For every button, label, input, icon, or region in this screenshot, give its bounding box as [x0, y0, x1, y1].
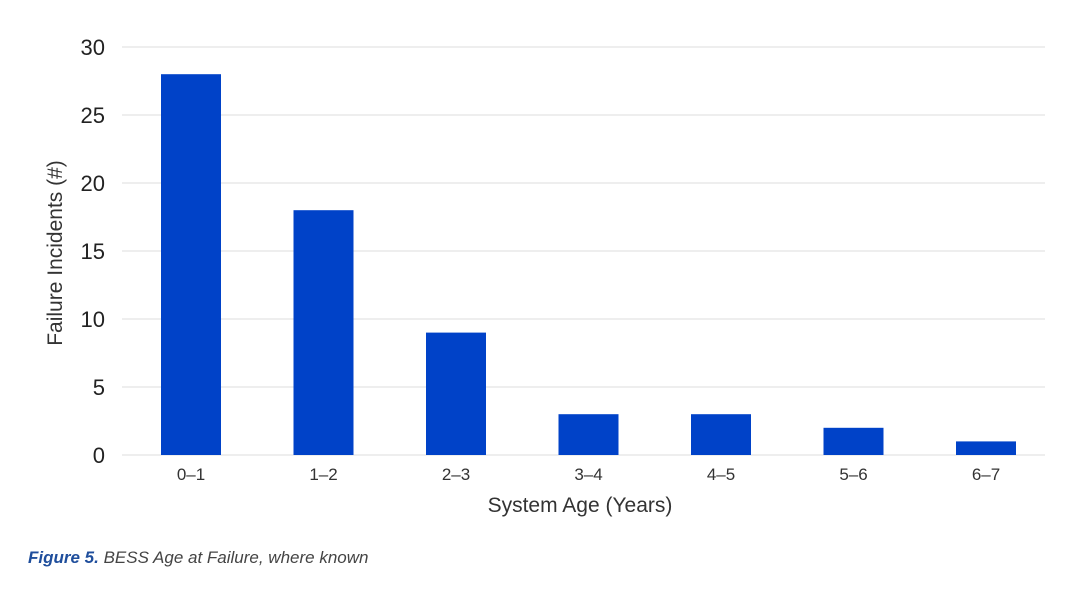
x-axis-ticks: 0–1 1–2 2–3 3–4 4–5 5–6 6–7 — [177, 465, 1000, 484]
y-tick-label: 0 — [93, 443, 105, 468]
figure-caption: Figure 5. BESS Age at Failure, where kno… — [28, 548, 368, 568]
bar — [558, 414, 619, 455]
gridlines — [122, 46, 1045, 456]
x-tick-label: 0–1 — [177, 465, 205, 484]
y-axis-ticks: 0 5 10 15 20 25 30 — [81, 35, 105, 468]
bar — [161, 74, 221, 455]
y-tick-label: 25 — [81, 103, 105, 128]
bar — [293, 210, 354, 455]
bar — [691, 414, 751, 455]
x-tick-label: 6–7 — [972, 465, 1000, 484]
x-axis-title: System Age (Years) — [488, 494, 673, 517]
y-axis-title: Failure Incidents (#) — [44, 160, 67, 346]
y-tick-label: 10 — [81, 307, 105, 332]
y-tick-label: 30 — [81, 35, 105, 60]
y-tick-label: 20 — [81, 171, 105, 196]
y-tick-label: 15 — [81, 239, 105, 264]
figure-caption-label: Figure 5. — [28, 548, 99, 567]
y-tick-label: 5 — [93, 375, 105, 400]
bar-chart: 0 5 10 15 20 25 30 0–1 1–2 2–3 3–4 4–5 5–6 6–7 Syste… — [44, 35, 1045, 517]
x-tick-label: 4–5 — [707, 465, 735, 484]
bar — [956, 441, 1016, 455]
x-tick-label: 2–3 — [442, 465, 470, 484]
bar — [823, 427, 884, 455]
bars — [161, 74, 1016, 455]
figure-caption-text: BESS Age at Failure, where known — [98, 548, 369, 567]
x-tick-label: 3–4 — [574, 465, 602, 484]
x-tick-label: 5–6 — [839, 465, 867, 484]
x-tick-label: 1–2 — [309, 465, 337, 484]
bar — [426, 332, 486, 455]
